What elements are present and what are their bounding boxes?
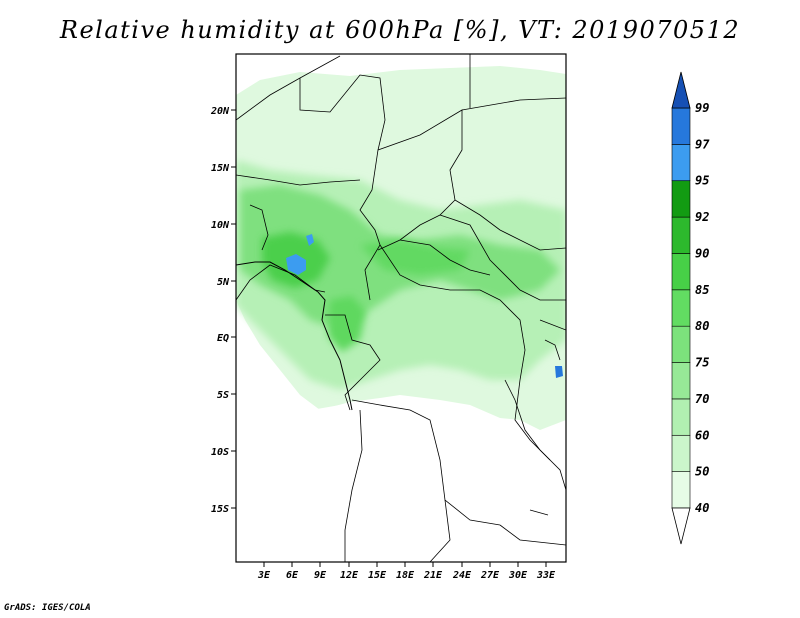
map-title: Relative humidity at 600hPa [%], VT: 201…: [59, 16, 741, 44]
colorbar: 40 50 60 70 75 80 85 90 92 95 97 99: [671, 71, 710, 545]
colorbar-level-label: 70: [695, 392, 709, 406]
lon-tick-label: 9E: [314, 570, 327, 581]
lon-tick-label: 3E: [257, 570, 271, 581]
colorbar-segment: [671, 325, 691, 363]
lat-tick-label: 10S: [211, 447, 229, 458]
lon-tick-label: 33E: [536, 570, 556, 581]
lat-tick-label: 5S: [217, 390, 229, 401]
colorbar-level-label: 97: [695, 137, 710, 151]
colorbar-level-label: 60: [695, 428, 709, 442]
colorbar-level-label: 50: [695, 465, 709, 479]
lat-tick-label: 15N: [211, 163, 230, 174]
colorbar-level-label: 40: [695, 501, 709, 515]
lon-tick-label: 24E: [452, 570, 472, 581]
lat-tick-label: EQ: [217, 333, 229, 344]
colorbar-level-label: 99: [695, 101, 709, 115]
humidity-shade-97b: [306, 234, 314, 246]
colorbar-segment: [671, 434, 691, 472]
credit-label: GrADS: IGES/COLA: [4, 603, 91, 613]
colorbar-upper-arrow: [671, 71, 691, 109]
lon-tick-label: 6E: [286, 570, 299, 581]
longitude-axis: 3E 6E 9E 12E 15E 18E 21E 24E 27E 30E 33E: [257, 562, 556, 581]
colorbar-segment: [671, 107, 691, 145]
dry-region: [236, 404, 566, 562]
lon-tick-label: 27E: [480, 570, 500, 581]
humidity-shade-85: [328, 296, 366, 352]
colorbar-segment: [671, 398, 691, 436]
lat-tick-label: 10N: [211, 220, 230, 231]
colorbar-segment: [671, 180, 691, 218]
colorbar-segment: [671, 471, 691, 509]
lon-tick-label: 18E: [396, 570, 415, 581]
lon-tick-label: 21E: [423, 570, 443, 581]
colorbar-level-label: 80: [695, 319, 709, 333]
lat-tick-label: 20N: [210, 106, 230, 117]
humidity-field: [236, 66, 566, 562]
lon-tick-label: 12E: [340, 570, 359, 581]
lat-tick-label: 5N: [217, 277, 230, 288]
colorbar-level-label: 92: [695, 210, 709, 224]
humidity-shade-85b: [360, 240, 470, 275]
colorbar-segment: [671, 289, 691, 327]
humidity-shade-99: [555, 366, 563, 378]
colorbar-level-label: 90: [695, 246, 709, 260]
latitude-axis: 20N 15N 10N 5N EQ 5S 10S 15S: [210, 106, 236, 515]
country-borders: [236, 54, 566, 562]
colorbar-lower-arrow: [671, 507, 691, 545]
colorbar-level-label: 75: [695, 356, 709, 370]
colorbar-level-label: 85: [695, 283, 709, 297]
humidity-shade-97: [286, 254, 306, 275]
coastline: [236, 261, 353, 411]
lon-tick-label: 30E: [508, 570, 528, 581]
lat-tick-label: 15S: [211, 504, 229, 515]
colorbar-segment: [671, 253, 691, 291]
lon-tick-label: 15E: [368, 570, 387, 581]
map-frame: [235, 53, 567, 563]
colorbar-segment: [671, 144, 691, 182]
colorbar-segment: [671, 362, 691, 400]
colorbar-segment: [671, 216, 691, 254]
colorbar-level-label: 95: [695, 174, 709, 188]
